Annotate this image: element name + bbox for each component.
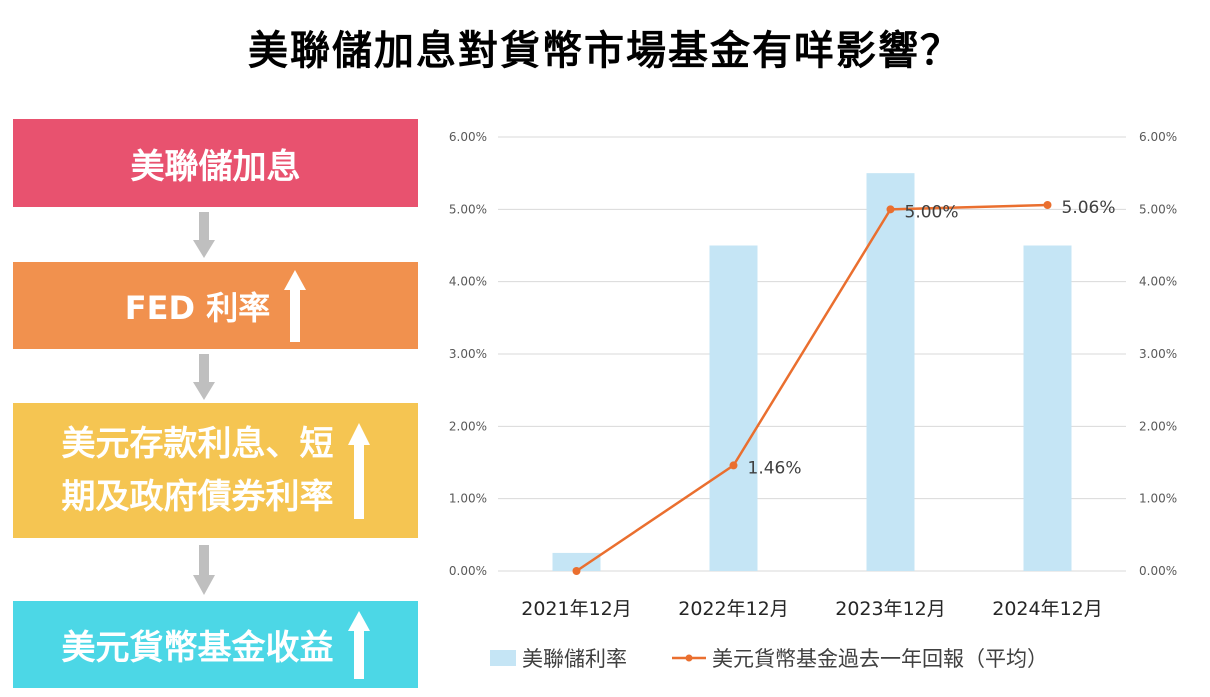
line-point: [729, 461, 738, 470]
y2-tick-label: 4.00%: [1139, 275, 1177, 289]
y-tick-label: 3.00%: [449, 347, 487, 361]
up-arrow-icon: [284, 269, 307, 342]
legend-bar-label: 美聯儲利率: [522, 647, 627, 671]
line-point: [886, 205, 895, 214]
y2-tick-label: 3.00%: [1139, 347, 1177, 361]
y-tick-label: 4.00%: [449, 275, 487, 289]
flow-step-deposit-line2: 期及政府債券利率: [61, 476, 334, 517]
y-tick-label: 5.00%: [449, 202, 487, 216]
y2-tick-label: 6.00%: [1139, 130, 1177, 144]
flow-step-fed-rate-label: FED 利率: [124, 288, 271, 327]
legend-line-label: 美元貨幣基金過去一年回報（平均）: [712, 647, 1048, 671]
flow-step-deposit-line1: 美元存款利息、短: [61, 423, 334, 464]
y-tick-label: 2.00%: [449, 419, 487, 433]
down-arrow-icon: [193, 354, 215, 400]
line-point: [1043, 200, 1052, 209]
y-tick-label: 1.00%: [449, 492, 487, 506]
y2-tick-label: 2.00%: [1139, 419, 1177, 433]
x-tick-label: 2023年12月: [835, 598, 946, 620]
line-point: [572, 567, 581, 575]
x-tick-label: 2021年12月: [521, 598, 632, 620]
flow-step-fed-rate: FED 利率: [13, 262, 418, 349]
y2-tick-label: 1.00%: [1139, 492, 1177, 506]
bar: [709, 245, 758, 571]
flow-step-mmf-yield: 美元貨幣基金收益: [13, 601, 418, 688]
page-title: 美聯儲加息對貨幣市場基金有咩影響？: [248, 28, 962, 74]
bar: [1023, 245, 1072, 571]
flow-step-fed-hike-label: 美聯儲加息: [130, 146, 301, 187]
data-label: 1.46%: [748, 458, 802, 478]
down-arrow-icon: [193, 545, 215, 595]
bar: [552, 552, 601, 571]
x-tick-label: 2024年12月: [992, 598, 1103, 620]
bar: [866, 173, 915, 571]
line-series: [575, 203, 1048, 573]
legend-line-marker: [685, 654, 693, 662]
y2-tick-label: 0.00%: [1139, 564, 1177, 578]
x-tick-label: 2022年12月: [678, 598, 789, 620]
y-tick-label: 6.00%: [449, 130, 487, 144]
legend-bar-swatch: [490, 650, 516, 666]
flow-step-fed-hike: 美聯儲加息: [13, 119, 418, 207]
y2-tick-label: 5.00%: [1139, 202, 1177, 216]
y-tick-label: 0.00%: [449, 564, 487, 578]
data-label: 5.06%: [1062, 198, 1116, 218]
data-label: 5.00%: [905, 202, 959, 222]
up-arrow-icon: [347, 422, 370, 519]
flow-step-deposit-bond-rates: 美元存款利息、短 期及政府債券利率: [13, 403, 418, 538]
flow-step-mmf-yield-label: 美元貨幣基金收益: [61, 628, 334, 668]
up-arrow-icon: [347, 610, 370, 679]
down-arrow-icon: [193, 212, 215, 258]
